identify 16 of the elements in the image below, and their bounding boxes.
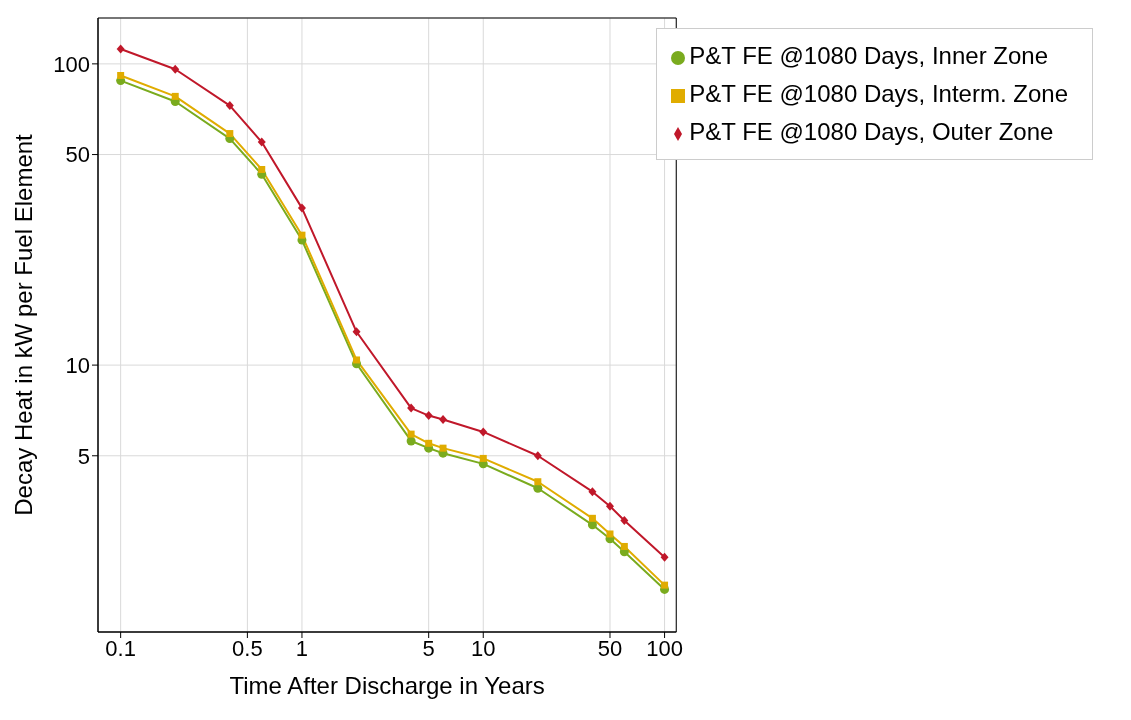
y-tick-label: 10 xyxy=(65,352,90,378)
y-tick-label: 50 xyxy=(65,142,90,168)
legend-label: P&T FE @1080 Days, Outer Zone xyxy=(689,118,1054,145)
x-tick-label: 1 xyxy=(295,635,309,661)
y-tick-label: 100 xyxy=(53,51,90,77)
x-tick-label: 0.5 xyxy=(232,635,263,661)
x-tick-label: 0.1 xyxy=(105,635,136,661)
x-tick-label: 10 xyxy=(471,635,496,661)
legend-label: P&T FE @1080 Days, Interm. Zone xyxy=(689,80,1068,107)
x-tick-label: 100 xyxy=(646,635,683,661)
x-tick-label: 5 xyxy=(422,635,435,661)
y-tick-label: 5 xyxy=(77,443,90,469)
x-axis-title: Time After Discharge in Years xyxy=(229,672,545,699)
y-axis-title: Decay Heat in kW per Fuel Element xyxy=(9,133,37,516)
legend-label: P&T FE @1080 Days, Inner Zone xyxy=(689,42,1049,69)
x-tick-label: 50 xyxy=(597,635,623,661)
